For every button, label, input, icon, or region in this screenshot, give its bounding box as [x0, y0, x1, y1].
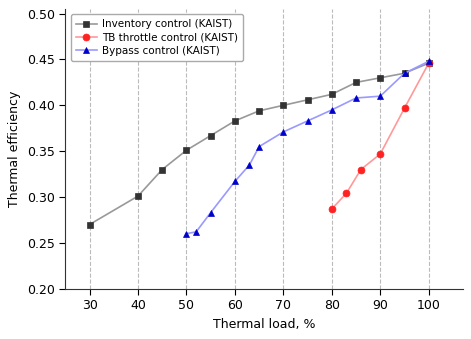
- Bypass control (KAIST): [426, 59, 431, 63]
- Line: TB throttle control (KAIST): TB throttle control (KAIST): [328, 60, 432, 213]
- TB throttle control (KAIST): [426, 61, 431, 65]
- Line: Bypass control (KAIST): Bypass control (KAIST): [183, 58, 432, 237]
- Bypass control (KAIST): [353, 96, 359, 100]
- Inventory control (KAIST): [87, 222, 92, 226]
- X-axis label: Thermal load, %: Thermal load, %: [213, 318, 315, 331]
- Bypass control (KAIST): [208, 211, 213, 215]
- Inventory control (KAIST): [329, 92, 335, 96]
- Legend: Inventory control (KAIST), TB throttle control (KAIST), Bypass control (KAIST): Inventory control (KAIST), TB throttle c…: [71, 14, 243, 61]
- Bypass control (KAIST): [402, 71, 407, 75]
- Line: Inventory control (KAIST): Inventory control (KAIST): [86, 60, 432, 228]
- Bypass control (KAIST): [193, 230, 199, 234]
- Inventory control (KAIST): [281, 103, 286, 107]
- Inventory control (KAIST): [184, 148, 189, 152]
- Bypass control (KAIST): [256, 144, 262, 148]
- Bypass control (KAIST): [281, 130, 286, 134]
- Bypass control (KAIST): [377, 94, 383, 98]
- Inventory control (KAIST): [208, 134, 213, 138]
- Bypass control (KAIST): [329, 108, 335, 112]
- Y-axis label: Thermal efficiency: Thermal efficiency: [8, 91, 21, 207]
- TB throttle control (KAIST): [377, 152, 383, 156]
- TB throttle control (KAIST): [358, 167, 364, 172]
- Inventory control (KAIST): [256, 109, 262, 113]
- Bypass control (KAIST): [247, 163, 252, 167]
- Inventory control (KAIST): [353, 80, 359, 84]
- Inventory control (KAIST): [159, 167, 165, 172]
- Bypass control (KAIST): [305, 119, 310, 123]
- Inventory control (KAIST): [232, 119, 238, 123]
- Bypass control (KAIST): [184, 232, 189, 236]
- Bypass control (KAIST): [232, 179, 238, 183]
- TB throttle control (KAIST): [329, 207, 335, 211]
- Inventory control (KAIST): [305, 98, 310, 102]
- Inventory control (KAIST): [135, 194, 141, 198]
- TB throttle control (KAIST): [343, 191, 349, 195]
- Inventory control (KAIST): [377, 76, 383, 80]
- TB throttle control (KAIST): [402, 106, 407, 110]
- Inventory control (KAIST): [426, 61, 431, 65]
- Inventory control (KAIST): [402, 71, 407, 75]
